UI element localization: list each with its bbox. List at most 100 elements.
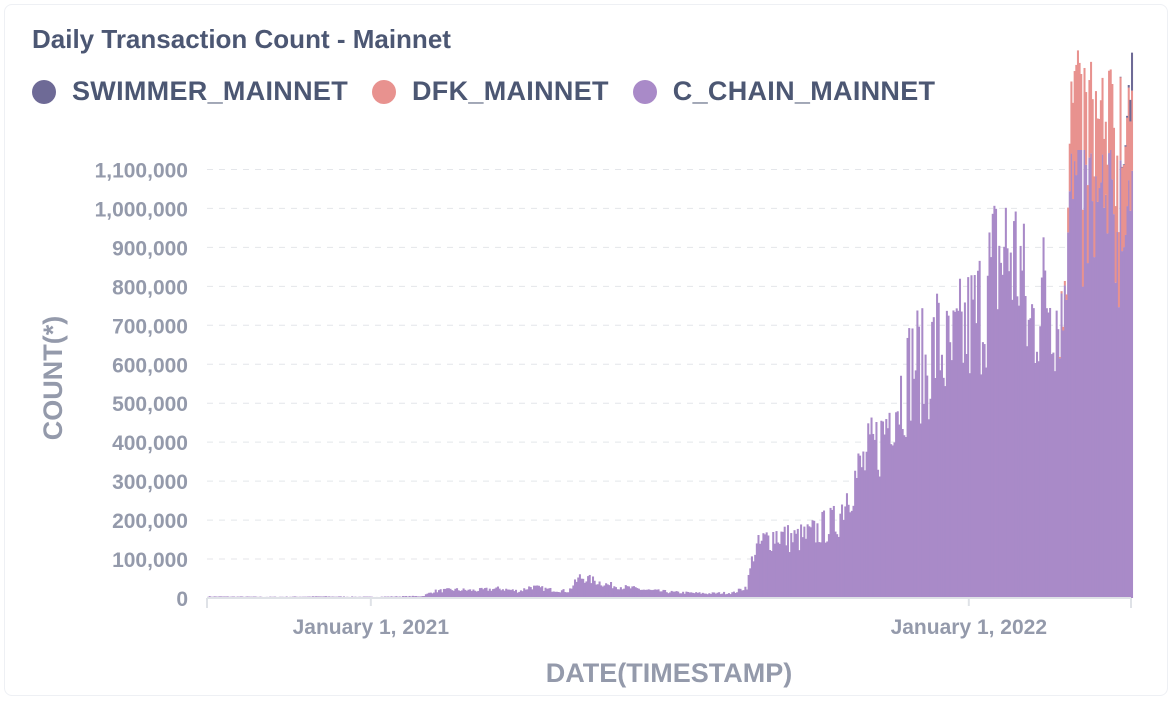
bar[interactable]	[639, 589, 642, 598]
bar[interactable]	[777, 542, 780, 599]
bar[interactable]	[485, 587, 488, 598]
bar[interactable]	[1072, 199, 1075, 598]
bar[interactable]	[1003, 246, 1006, 598]
bar[interactable]	[1065, 294, 1068, 300]
bar[interactable]	[729, 594, 732, 598]
bar[interactable]	[809, 527, 812, 598]
bar[interactable]	[970, 275, 973, 598]
bar[interactable]	[842, 519, 845, 598]
bar[interactable]	[429, 592, 432, 598]
bar[interactable]	[988, 232, 991, 598]
bar[interactable]	[1091, 99, 1094, 202]
bar[interactable]	[624, 585, 627, 598]
bar[interactable]	[1122, 164, 1125, 166]
bar[interactable]	[567, 592, 570, 598]
bar[interactable]	[909, 420, 912, 598]
bar[interactable]	[872, 433, 875, 598]
bar[interactable]	[968, 373, 971, 598]
bar[interactable]	[632, 586, 635, 598]
series-layer[interactable]	[207, 50, 1134, 599]
bar[interactable]	[551, 591, 554, 598]
bar[interactable]	[555, 591, 558, 598]
bar[interactable]	[734, 592, 737, 598]
bar[interactable]	[583, 582, 586, 598]
bar[interactable]	[995, 208, 998, 598]
bar[interactable]	[1062, 326, 1065, 331]
bar[interactable]	[691, 592, 694, 598]
bar[interactable]	[798, 550, 801, 598]
bar[interactable]	[1131, 52, 1134, 91]
bar[interactable]	[534, 585, 537, 598]
bar[interactable]	[1119, 77, 1122, 161]
bar[interactable]	[834, 531, 837, 598]
bar[interactable]	[1129, 99, 1132, 122]
bar[interactable]	[459, 591, 462, 598]
bar[interactable]	[424, 594, 427, 598]
bar[interactable]	[629, 588, 632, 598]
bar[interactable]	[577, 577, 580, 598]
bar[interactable]	[796, 528, 799, 598]
bar[interactable]	[649, 589, 652, 598]
bar[interactable]	[1121, 167, 1124, 252]
bar[interactable]	[438, 590, 441, 598]
bar[interactable]	[940, 354, 943, 598]
bar[interactable]	[1065, 299, 1068, 598]
bar[interactable]	[642, 589, 645, 598]
bar[interactable]	[1075, 175, 1078, 598]
bar[interactable]	[560, 590, 563, 598]
bar[interactable]	[557, 592, 560, 598]
bar[interactable]	[456, 588, 459, 598]
bar[interactable]	[1081, 209, 1084, 287]
bar[interactable]	[954, 311, 957, 598]
bar[interactable]	[804, 538, 808, 598]
bar[interactable]	[755, 543, 758, 598]
bar[interactable]	[701, 592, 704, 598]
bar[interactable]	[768, 550, 771, 598]
bar[interactable]	[845, 493, 848, 598]
bar[interactable]	[962, 362, 965, 598]
bar[interactable]	[408, 595, 411, 598]
bar[interactable]	[647, 589, 650, 598]
bar[interactable]	[1129, 121, 1132, 211]
bar[interactable]	[493, 588, 496, 598]
bar[interactable]	[1124, 145, 1127, 147]
bar[interactable]	[444, 588, 447, 598]
bar[interactable]	[1104, 194, 1107, 599]
bar[interactable]	[447, 588, 450, 598]
bar[interactable]	[922, 403, 925, 598]
bar[interactable]	[631, 586, 634, 598]
bar[interactable]	[1040, 277, 1043, 598]
bar[interactable]	[1124, 234, 1127, 599]
bar[interactable]	[506, 589, 509, 598]
bar[interactable]	[585, 581, 588, 598]
bar[interactable]	[439, 589, 442, 598]
bar[interactable]	[870, 417, 873, 598]
bar[interactable]	[685, 591, 688, 598]
bar[interactable]	[1127, 85, 1130, 88]
bar[interactable]	[949, 342, 952, 598]
bar[interactable]	[1067, 232, 1070, 598]
bar[interactable]	[1098, 118, 1101, 189]
bar[interactable]	[533, 585, 536, 598]
legend-item-dfk-mainnet[interactable]: DFK_MAINNET	[372, 76, 609, 107]
bar[interactable]	[721, 593, 724, 598]
bar[interactable]	[475, 591, 478, 598]
bar[interactable]	[478, 588, 481, 598]
bar[interactable]	[908, 328, 911, 598]
bar[interactable]	[611, 588, 614, 598]
bar[interactable]	[501, 589, 504, 598]
series-c-chain-mainnet[interactable]	[207, 150, 1134, 599]
bar[interactable]	[916, 310, 919, 599]
bar[interactable]	[518, 591, 521, 598]
bar[interactable]	[998, 245, 1001, 598]
bar[interactable]	[1078, 62, 1081, 150]
bar[interactable]	[737, 588, 740, 598]
bar[interactable]	[1094, 91, 1097, 177]
bar[interactable]	[1126, 206, 1129, 598]
bar[interactable]	[1099, 182, 1102, 598]
bar[interactable]	[1008, 271, 1011, 598]
bar[interactable]	[847, 504, 850, 598]
bar[interactable]	[932, 317, 935, 598]
bar[interactable]	[1119, 76, 1122, 78]
bar[interactable]	[926, 375, 929, 598]
